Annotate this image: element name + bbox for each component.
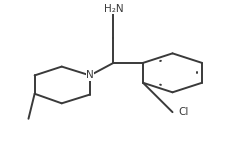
Text: N: N	[86, 70, 94, 80]
Text: H₂N: H₂N	[104, 4, 123, 14]
Text: Cl: Cl	[179, 107, 189, 117]
